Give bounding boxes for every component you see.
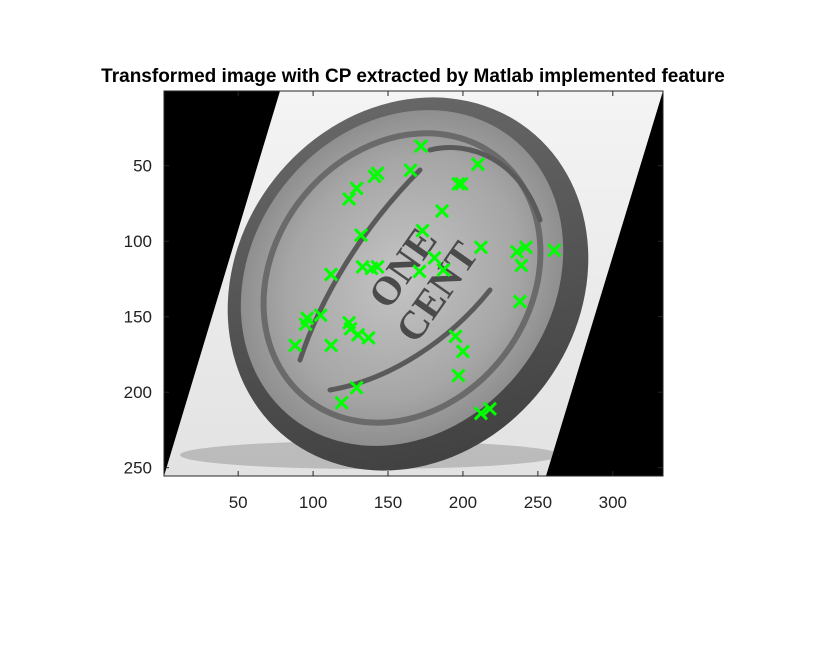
- control-point-marker: [451, 176, 466, 191]
- control-point-marker: [367, 169, 382, 184]
- control-point-marker: [448, 329, 463, 344]
- control-point-marker: [334, 395, 349, 410]
- control-point-marker: [412, 264, 427, 279]
- control-point-marker: [413, 138, 429, 154]
- control-point-marker: [298, 317, 313, 332]
- control-point-marker: [482, 401, 498, 416]
- x-tick-label: 250: [524, 493, 552, 512]
- control-point-marker: [434, 203, 450, 219]
- control-point-marker: [518, 240, 534, 255]
- x-tick-label: 50: [229, 493, 248, 512]
- control-point-marker: [470, 157, 486, 172]
- coin-inner-ring: [260, 130, 544, 426]
- control-point-marker: [313, 308, 328, 323]
- image-area: ONE CENT: [164, 91, 663, 476]
- sheared-coin-photo: ONE CENT: [164, 91, 663, 476]
- control-point-marker: [436, 262, 451, 278]
- control-point-marker: [350, 327, 366, 342]
- control-point-marker: [341, 191, 357, 207]
- y-tick-label: 50: [133, 157, 152, 176]
- control-point-marker: [512, 294, 528, 309]
- chart-title: Transformed image with CP extracted by M…: [101, 66, 725, 87]
- control-point-marker: [509, 244, 525, 259]
- control-point-marker: [353, 228, 369, 243]
- control-point-marker: [323, 267, 339, 282]
- control-point-marker: [403, 163, 418, 178]
- y-tick-label: 250: [124, 459, 152, 478]
- control-point-marker: [323, 338, 339, 353]
- control-point-marker: [349, 380, 364, 395]
- x-tick-label: 200: [449, 493, 477, 512]
- y-tick-label: 150: [124, 308, 152, 327]
- control-point-markers: [287, 138, 562, 421]
- x-tick-label: 300: [599, 493, 627, 512]
- y-tick-label: 100: [124, 232, 152, 251]
- control-point-marker: [473, 406, 489, 421]
- x-axis: 50 100 150 200 250 300: [229, 91, 627, 512]
- control-point-marker: [455, 344, 471, 359]
- control-point-marker: [514, 258, 529, 273]
- control-point-marker: [451, 368, 466, 383]
- x-tick-label: 150: [374, 493, 402, 512]
- axes-box: [163, 90, 664, 477]
- x-tick-label: 100: [299, 493, 327, 512]
- control-point-marker: [415, 223, 430, 238]
- control-point-marker: [547, 243, 562, 258]
- control-point-marker: [427, 250, 442, 265]
- control-point-marker: [349, 181, 364, 196]
- control-point-marker: [473, 240, 489, 255]
- coin-face: [240, 110, 564, 446]
- control-point-marker: [370, 259, 385, 275]
- control-point-marker: [454, 176, 469, 191]
- y-axis: 50 100 150 200 250: [124, 157, 663, 478]
- control-point-marker: [287, 338, 303, 353]
- y-tick-label: 200: [124, 383, 152, 402]
- control-point-marker: [361, 330, 376, 345]
